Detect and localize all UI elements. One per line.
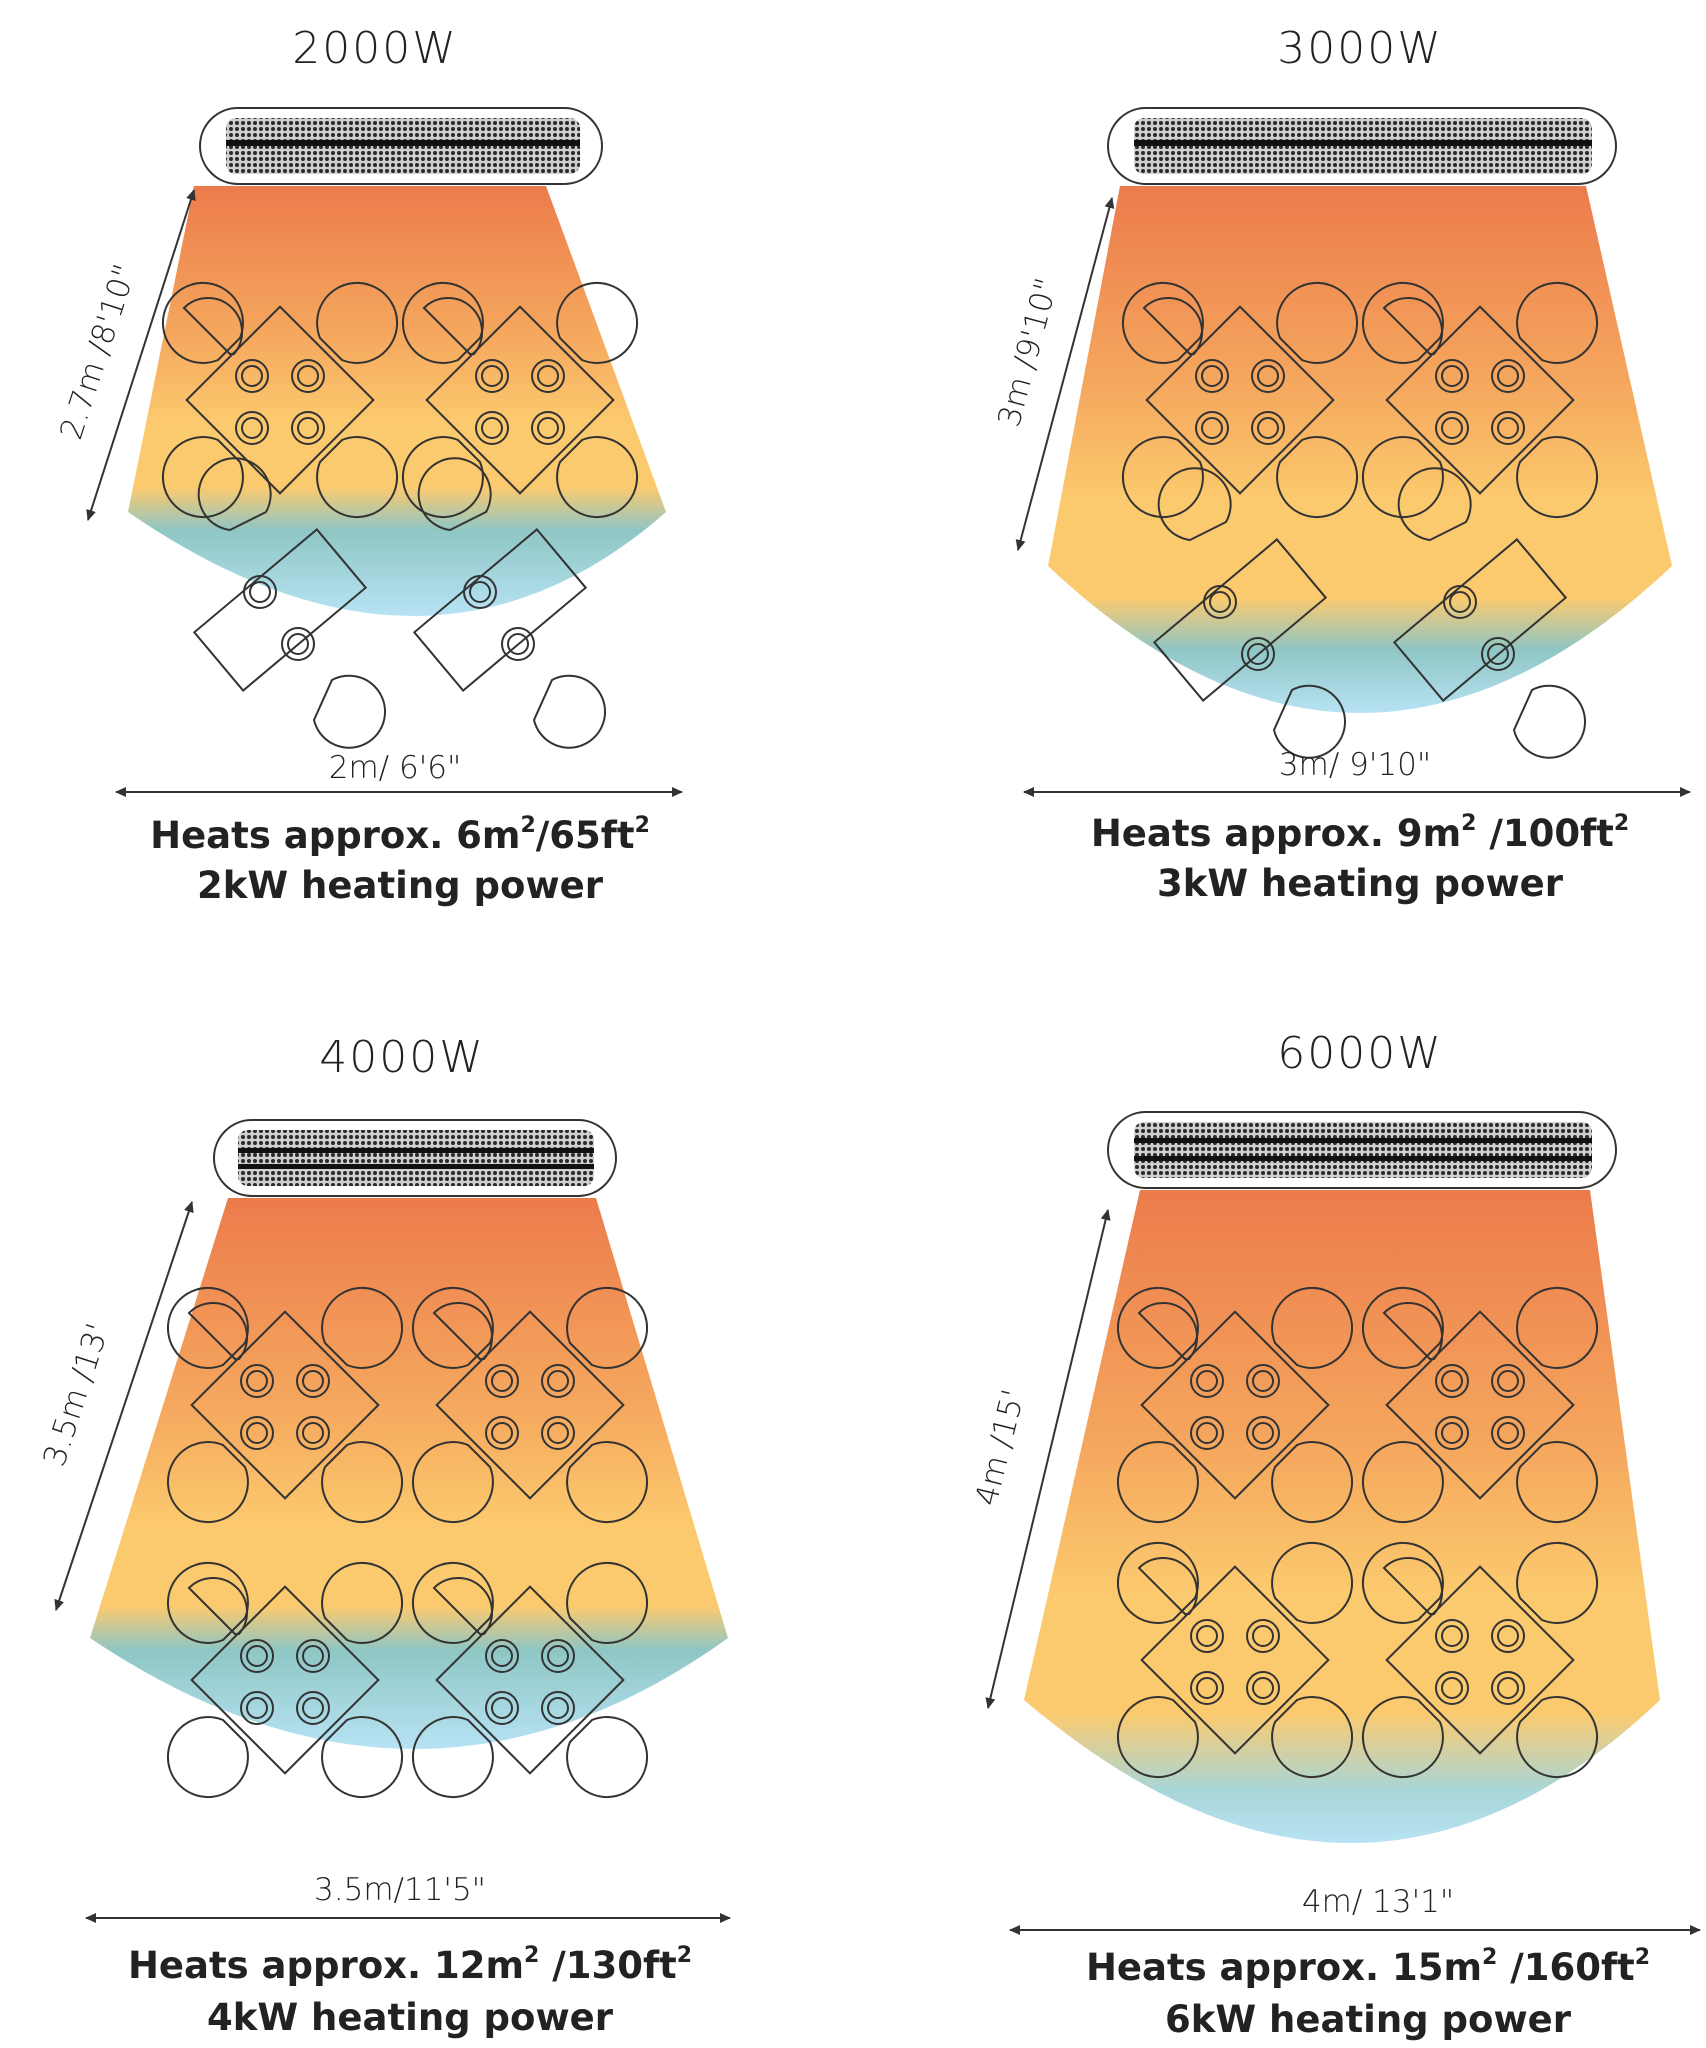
wattage-title: 4000W	[319, 1032, 484, 1083]
panel-4000w: 4000W 3.5m /13' 3.5m/11'5" Heats approx.…	[37, 1032, 731, 2039]
height-label: 4m /15'	[969, 1386, 1033, 1509]
area-label: Heats approx. 6m2/65ft2	[150, 813, 650, 857]
panel-6000w: 6000W 4m /15' 4m/ 13'1" Heats approx. 15…	[969, 1028, 1701, 2041]
width-label: 2m/ 6'6"	[329, 750, 461, 786]
area-label: Heats approx. 15m2 /160ft2	[1086, 1945, 1650, 1989]
heater-unit	[199, 107, 603, 185]
heater-unit	[1107, 1111, 1617, 1189]
width-label: 4m/ 13'1"	[1302, 1884, 1454, 1920]
panel-2000w: 2000W 2.7m /8'10" 2m/ 6'6" Heats approx.…	[53, 23, 683, 907]
heat-zone	[90, 1198, 728, 1749]
power-label: 3kW heating power	[1157, 862, 1564, 905]
power-label: 4kW heating power	[207, 1996, 614, 2039]
height-arrow	[54, 1201, 194, 1611]
height-arrow	[86, 189, 196, 521]
height-arrow	[985, 1209, 1111, 1709]
wattage-title: 6000W	[1277, 1028, 1442, 1079]
wattage-title: 3000W	[1277, 23, 1442, 74]
heater-unit	[213, 1119, 617, 1197]
heat-zone	[1048, 186, 1672, 713]
heat-zone	[128, 186, 666, 616]
height-label: 3m /9'10"	[991, 274, 1065, 430]
height-arrow	[1015, 197, 1115, 551]
height-label: 3.5m /13'	[37, 1319, 117, 1471]
power-label: 6kW heating power	[1165, 1998, 1572, 2041]
area-label: Heats approx. 12m2 /130ft2	[128, 1943, 692, 1987]
area-label: Heats approx. 9m2 /100ft2	[1091, 811, 1629, 855]
width-label: 3.5m/11'5"	[314, 1872, 486, 1908]
height-label: 2.7m /8'10"	[53, 260, 143, 444]
heater-unit	[1107, 107, 1617, 185]
power-label: 2kW heating power	[197, 864, 604, 907]
panel-3000w: 3000W 3m /9'10" 3m/ 9'10" Heats approx. …	[991, 23, 1691, 905]
width-label: 3m/ 9'10"	[1279, 747, 1431, 783]
wattage-title: 2000W	[292, 23, 457, 74]
